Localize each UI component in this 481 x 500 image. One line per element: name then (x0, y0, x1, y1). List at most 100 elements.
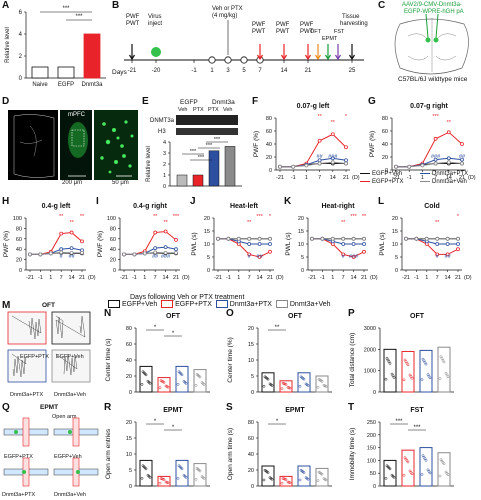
panel-p: P OFT 0 1000 2000 3000 Total distance (cm) (344, 308, 466, 404)
y-tick-label: 20 (382, 155, 388, 161)
scale-bar-1: 200 μm (62, 180, 83, 186)
lane-label: Veh (223, 107, 232, 113)
x-tick-label: 7 (434, 175, 437, 181)
day-label: 25 (349, 68, 356, 74)
x-tick-label: -1 (226, 275, 231, 281)
data-point (317, 138, 322, 143)
dot (317, 378, 321, 381)
data-point (330, 156, 335, 161)
dot (403, 358, 407, 362)
data-point (362, 236, 366, 241)
day-label: 14 (281, 68, 288, 74)
data-point (344, 158, 348, 163)
y-tick-label: 1000 (364, 369, 376, 375)
tl-pwf: PWF (276, 22, 290, 28)
data-point (304, 163, 309, 168)
panel-letter: F (252, 96, 259, 107)
y-tick-label: 0 (395, 268, 398, 274)
bar-1 (261, 465, 275, 487)
x-tick-label: 7 (436, 275, 439, 281)
panel-a-chart: 0 2 4 6 Relative level Naive EGFP Dnmt3a *** *** (5, 6, 106, 88)
epmt-title: EPMT (40, 404, 59, 411)
panel-letter: I (96, 196, 99, 207)
data-point (330, 132, 335, 137)
data-point (48, 251, 53, 256)
panel-m: M OFT EGFP+PTX EGFP+Veh Dnmt3a+PTX Dnmt3… (0, 300, 100, 400)
legend-egfp-ptx: EGFP+PTX (360, 178, 480, 186)
sig-label: ** (341, 220, 346, 226)
chart-title: FST (410, 407, 424, 414)
bar-1 (383, 348, 397, 393)
x-tick-label: 7 (342, 275, 345, 281)
oft-label-2: EGFP+Veh (56, 354, 84, 360)
sig-label: *** (206, 143, 213, 149)
y-tick-label: 0 (373, 484, 376, 490)
x-tick-label: 1 (421, 175, 424, 181)
tl-pwf: PWF (252, 22, 266, 28)
day-label: -21 (128, 68, 137, 74)
lane-label: PTX (208, 107, 219, 113)
x-tick-label: 7 (154, 275, 157, 281)
data-point (122, 252, 126, 257)
dot (316, 385, 320, 389)
series-line (312, 238, 364, 245)
legend-bar-egfp-ptx: EGFP+PTX (161, 300, 212, 308)
dot (200, 475, 204, 478)
tl-dose: (4 mg/kg) (212, 13, 237, 19)
tl-veh: Veh or PTX (212, 6, 243, 12)
data-point (433, 161, 438, 166)
day-label: 21 (305, 68, 312, 74)
oft-title: OFT (42, 302, 55, 309)
y-tick-label: 40 (382, 142, 388, 148)
sig-label: ### (431, 154, 441, 160)
data-point (69, 246, 74, 251)
sig-label: ## (445, 254, 452, 260)
y-tick-label: 10 (298, 242, 304, 248)
y-tick-label: 10 (204, 242, 210, 248)
chart-title: 0.07-g right (410, 103, 448, 110)
data-point (216, 236, 220, 241)
y-tick-label: 60 (382, 129, 388, 135)
dot (385, 464, 389, 468)
data-point (163, 245, 168, 250)
arrow-harvest-head (348, 54, 356, 61)
sig-label: # (436, 254, 440, 260)
y-tick-label: 10 (126, 452, 132, 458)
dot (159, 477, 163, 480)
arrow-epmt-head (324, 54, 332, 61)
legend-bars: EGFP+Veh EGFP+PTX Dnmt3a+PTX Dnmt3a+Veh (108, 300, 331, 308)
dot (322, 477, 326, 480)
x-tick-label: 1 (305, 175, 308, 181)
x-tick-label: -21 (120, 275, 128, 281)
bar-2 (279, 475, 293, 487)
y-tick-label: 5 (129, 468, 132, 474)
y-tick-label: 0 (129, 390, 132, 396)
data-point (424, 236, 429, 241)
data-point (351, 255, 356, 259)
sig-label: *** (62, 6, 70, 12)
mouse-position (68, 430, 72, 434)
y-axis-label: PWF (%) (3, 231, 10, 257)
x-unit: (D) (182, 275, 190, 281)
dot (408, 373, 412, 377)
oft-label-3: Dnmt3a+PTX (10, 392, 44, 398)
line-chart-i: 0.4-g right 0 20 40 60 80 100 PWF (%) -21 -1 1 7 14 2… (97, 203, 190, 281)
closed-arm (22, 417, 30, 447)
panel-i: I 0.4-g right 0 20 40 60 80 100 PWF (%) -21 -1 1 7 14… (94, 196, 192, 292)
tl-pwt: PWT (276, 29, 290, 35)
data-point (153, 230, 158, 235)
bar-2 (157, 377, 171, 393)
y-axis-label: PWL (s) (285, 232, 292, 255)
y-tick-label: 20 (126, 420, 132, 426)
y-tick-label: 40 (16, 247, 22, 253)
dot (177, 370, 181, 374)
tl-pwt: PWT (300, 29, 314, 35)
bar-chart-p: OFT 0 1000 2000 3000 Total distance (cm) (349, 313, 454, 396)
panel-o: O OFT 0 5 10 15 20 Center time (%) ** (222, 308, 344, 404)
panel-letter: Q (2, 402, 10, 413)
data-point (460, 157, 464, 162)
dot (281, 477, 285, 480)
arrow-fst-head (334, 54, 342, 61)
panel-k: K Heat-right 0 5 10 15 20 PWL (s) -21 -1 1 7 14 21 (D)… (282, 196, 380, 292)
y-axis-label: Relative level (146, 146, 152, 182)
